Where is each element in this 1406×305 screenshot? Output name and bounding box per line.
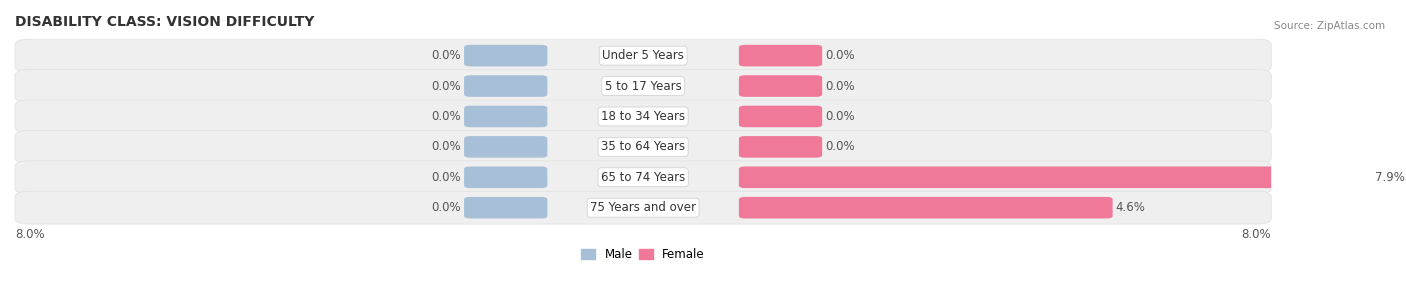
Text: Source: ZipAtlas.com: Source: ZipAtlas.com — [1274, 21, 1385, 31]
Text: 0.0%: 0.0% — [432, 80, 461, 92]
Text: Under 5 Years: Under 5 Years — [602, 49, 685, 62]
Text: 0.0%: 0.0% — [432, 171, 461, 184]
Text: 35 to 64 Years: 35 to 64 Years — [600, 140, 685, 153]
FancyBboxPatch shape — [464, 75, 547, 97]
FancyBboxPatch shape — [15, 191, 1271, 224]
Text: 0.0%: 0.0% — [432, 140, 461, 153]
FancyBboxPatch shape — [15, 100, 1271, 133]
Text: 4.6%: 4.6% — [1116, 201, 1146, 214]
FancyBboxPatch shape — [740, 136, 823, 158]
Text: 0.0%: 0.0% — [432, 201, 461, 214]
FancyBboxPatch shape — [740, 197, 1112, 218]
FancyBboxPatch shape — [15, 161, 1271, 194]
FancyBboxPatch shape — [464, 136, 547, 158]
FancyBboxPatch shape — [464, 197, 547, 218]
Text: 75 Years and over: 75 Years and over — [591, 201, 696, 214]
FancyBboxPatch shape — [15, 39, 1271, 72]
Legend: Male, Female: Male, Female — [576, 243, 710, 266]
Text: 5 to 17 Years: 5 to 17 Years — [605, 80, 682, 92]
Text: 0.0%: 0.0% — [825, 110, 855, 123]
Text: 0.0%: 0.0% — [825, 140, 855, 153]
Text: 7.9%: 7.9% — [1375, 171, 1405, 184]
Text: 0.0%: 0.0% — [825, 49, 855, 62]
Text: 0.0%: 0.0% — [432, 49, 461, 62]
FancyBboxPatch shape — [15, 70, 1271, 102]
Text: 0.0%: 0.0% — [432, 110, 461, 123]
Text: DISABILITY CLASS: VISION DIFFICULTY: DISABILITY CLASS: VISION DIFFICULTY — [15, 15, 315, 29]
FancyBboxPatch shape — [464, 106, 547, 127]
FancyBboxPatch shape — [740, 167, 1372, 188]
FancyBboxPatch shape — [15, 131, 1271, 163]
Text: 65 to 74 Years: 65 to 74 Years — [600, 171, 685, 184]
Text: 8.0%: 8.0% — [15, 228, 45, 241]
Text: 8.0%: 8.0% — [1241, 228, 1271, 241]
Text: 0.0%: 0.0% — [825, 80, 855, 92]
FancyBboxPatch shape — [740, 45, 823, 66]
FancyBboxPatch shape — [740, 106, 823, 127]
FancyBboxPatch shape — [740, 75, 823, 97]
FancyBboxPatch shape — [464, 167, 547, 188]
FancyBboxPatch shape — [464, 45, 547, 66]
Text: 18 to 34 Years: 18 to 34 Years — [600, 110, 685, 123]
